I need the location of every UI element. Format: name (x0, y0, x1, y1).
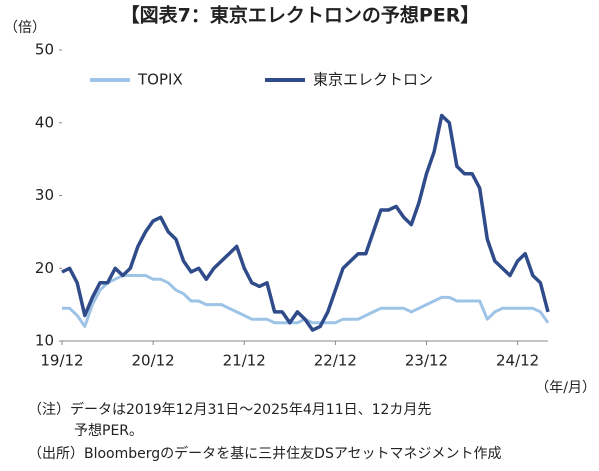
y-tick-label: 30 (35, 186, 54, 204)
x-axis-label: （年/月） (535, 380, 596, 396)
x-tick-label: 20/12 (132, 352, 175, 370)
legend-label: TOPIX (137, 71, 183, 89)
y-tick-label: 50 (35, 41, 54, 59)
y-tick-label: 10 (35, 332, 54, 350)
note: （注）データは2019年12月31日～2025年4月11日、12カ月先 (28, 401, 431, 418)
note: 予想PER。 (74, 423, 143, 439)
y-tick-label: 40 (35, 113, 54, 131)
legend-label: 東京エレクトロン (313, 71, 433, 89)
x-tick-label: 19/12 (40, 352, 83, 370)
chart-title: 【図表7：東京エレクトロンの予想PER】 (121, 4, 480, 27)
x-tick-label: 22/12 (314, 352, 357, 370)
x-tick-label: 21/12 (223, 352, 266, 370)
note: （出所）Bloombergのデータを基に三井住友DSアセットマネジメント作成 (28, 445, 502, 462)
x-tick-label: 23/12 (405, 352, 448, 370)
y-axis-label: （倍） (4, 20, 46, 36)
y-tick-label: 20 (35, 259, 54, 277)
line-series (61, 113, 550, 332)
x-tick-label: 24/12 (496, 352, 539, 370)
